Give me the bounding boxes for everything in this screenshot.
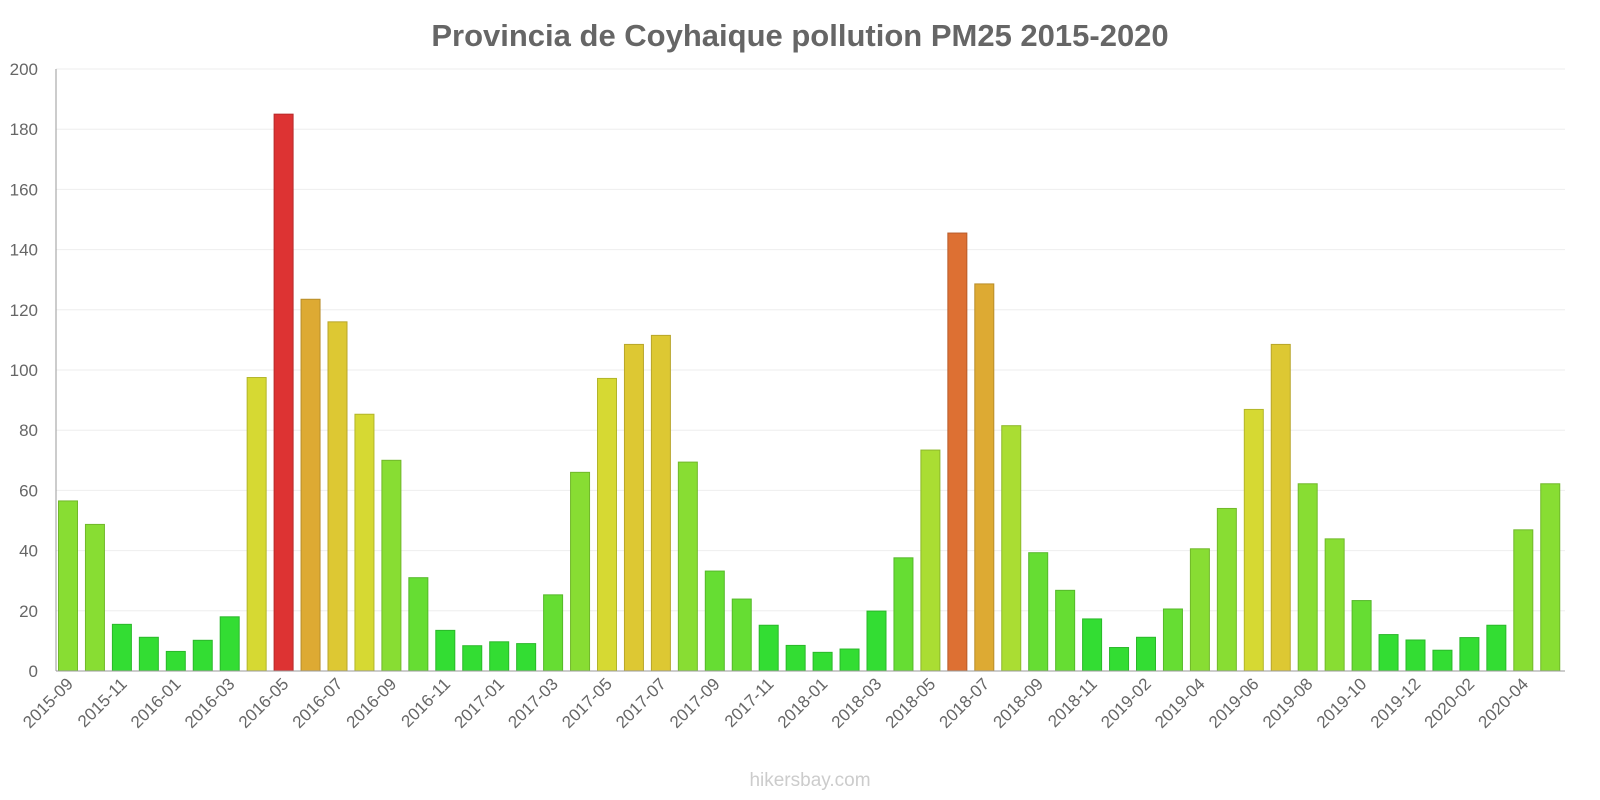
x-tick-label: 2018-11	[1044, 674, 1101, 731]
x-tick-label: 2018-01	[774, 674, 832, 732]
bar-2020-01[interactable]	[1432, 649, 1453, 672]
bar-2017-07[interactable]	[650, 334, 671, 672]
bar-2018-08[interactable]	[1001, 425, 1022, 672]
bar-2018-05[interactable]	[920, 449, 941, 672]
bar-2020-04[interactable]	[1513, 529, 1534, 672]
x-tick-label: 2020-02	[1421, 674, 1479, 732]
bar-2018-10[interactable]	[1055, 589, 1076, 672]
bar-2016-03[interactable]	[219, 616, 240, 672]
y-tick-label: 60	[19, 481, 38, 500]
bar-2016-10[interactable]	[408, 577, 429, 672]
y-tick-label: 120	[10, 301, 38, 320]
y-tick-label: 80	[19, 421, 38, 440]
bar-2017-10[interactable]	[731, 598, 752, 672]
y-tick-label: 180	[10, 120, 38, 139]
watermark: hikersbay.com	[749, 770, 870, 791]
bar-2017-12[interactable]	[785, 644, 806, 672]
bar-2017-04[interactable]	[570, 471, 591, 672]
bar-2018-11[interactable]	[1082, 618, 1103, 672]
bar-2016-08[interactable]	[354, 413, 375, 672]
bar-2020-02[interactable]	[1459, 637, 1480, 672]
bar-2018-09[interactable]	[1028, 552, 1049, 672]
bar-2019-07[interactable]	[1270, 343, 1291, 672]
bar-2018-06[interactable]	[947, 232, 968, 672]
bar-2019-06[interactable]	[1243, 408, 1264, 672]
x-tick-label: 2017-01	[450, 674, 508, 732]
bar-2020-05[interactable]	[1540, 483, 1561, 672]
bar-2019-08[interactable]	[1297, 483, 1318, 672]
bar-2016-12[interactable]	[462, 645, 483, 672]
bar-2016-11[interactable]	[435, 629, 456, 672]
x-tick-label: 2019-06	[1205, 674, 1263, 732]
bar-2016-07[interactable]	[327, 321, 348, 672]
x-tick-label: 2019-02	[1097, 674, 1155, 732]
bar-2020-03[interactable]	[1486, 624, 1507, 672]
bar-2018-04[interactable]	[893, 557, 914, 672]
y-tick-label: 140	[10, 241, 38, 260]
chart-title: Provincia de Coyhaique pollution PM25 20…	[431, 18, 1168, 53]
bar-2018-07[interactable]	[974, 283, 995, 672]
bar-2016-04[interactable]	[246, 377, 267, 672]
bar-2019-11[interactable]	[1378, 634, 1399, 672]
bar-2015-12[interactable]	[138, 636, 159, 672]
bar-2019-05[interactable]	[1216, 507, 1237, 672]
bar-2017-08[interactable]	[677, 461, 698, 672]
bar-2019-12[interactable]	[1405, 639, 1426, 672]
y-tick-label: 100	[10, 361, 38, 380]
x-tick-label: 2017-09	[666, 674, 724, 732]
x-tick-label: 2018-03	[828, 674, 886, 732]
x-tick-label: 2019-08	[1259, 674, 1317, 732]
bar-2015-09[interactable]	[58, 500, 78, 672]
bar-2017-02[interactable]	[516, 643, 537, 672]
bar-2016-02[interactable]	[192, 639, 213, 672]
x-tick-label: 2019-10	[1313, 674, 1371, 732]
bar-2017-01[interactable]	[489, 641, 510, 672]
x-tick-label: 2017-11	[721, 674, 778, 731]
bar-2017-09[interactable]	[704, 570, 725, 672]
x-tick-label: 2018-05	[882, 674, 940, 732]
x-tick-label: 2019-04	[1151, 674, 1209, 732]
x-tick-label: 2015-11	[74, 674, 131, 731]
bar-2015-11[interactable]	[111, 623, 132, 672]
bar-2019-10[interactable]	[1351, 600, 1372, 672]
bar-2019-04[interactable]	[1189, 548, 1210, 672]
x-tick-label: 2017-03	[504, 674, 562, 732]
y-tick-label: 200	[10, 60, 38, 79]
bar-2018-03[interactable]	[866, 610, 887, 672]
x-tick-label: 2016-03	[181, 674, 239, 732]
bar-2017-05[interactable]	[597, 377, 617, 672]
bar-2016-05[interactable]	[273, 113, 294, 672]
bar-2018-12[interactable]	[1109, 647, 1130, 672]
x-tick-label: 2016-09	[343, 674, 401, 732]
x-tick-label: 2020-04	[1475, 674, 1533, 732]
bar-2018-01[interactable]	[812, 651, 833, 672]
bar-2016-01[interactable]	[165, 650, 186, 672]
x-tick-label: 2018-07	[936, 674, 994, 732]
x-tick-label: 2017-07	[612, 674, 670, 732]
bar-2016-09[interactable]	[381, 459, 402, 672]
x-tick-label: 2016-11	[397, 674, 454, 731]
bar-2019-09[interactable]	[1324, 538, 1345, 672]
x-tick-label: 2015-09	[19, 674, 77, 732]
x-tick-label: 2019-12	[1367, 674, 1425, 732]
bar-2017-06[interactable]	[623, 343, 644, 672]
y-tick-label: 0	[29, 662, 38, 681]
bar-2017-03[interactable]	[543, 594, 564, 672]
bar-2016-06[interactable]	[300, 298, 321, 672]
x-tick-label: 2016-01	[127, 674, 185, 732]
bar-2019-03[interactable]	[1162, 608, 1183, 672]
bar-2018-02[interactable]	[839, 648, 860, 672]
y-tick-label: 40	[19, 542, 38, 561]
x-tick-label: 2016-07	[289, 674, 347, 732]
bar-2015-10[interactable]	[84, 523, 105, 672]
y-tick-label: 160	[10, 180, 38, 199]
y-tick-label: 20	[19, 602, 38, 621]
bar-2017-11[interactable]	[758, 624, 779, 672]
x-tick-label: 2017-05	[558, 674, 616, 732]
x-tick-label: 2016-05	[235, 674, 293, 732]
bar-2019-02[interactable]	[1136, 636, 1156, 672]
x-tick-label: 2018-09	[989, 674, 1047, 732]
